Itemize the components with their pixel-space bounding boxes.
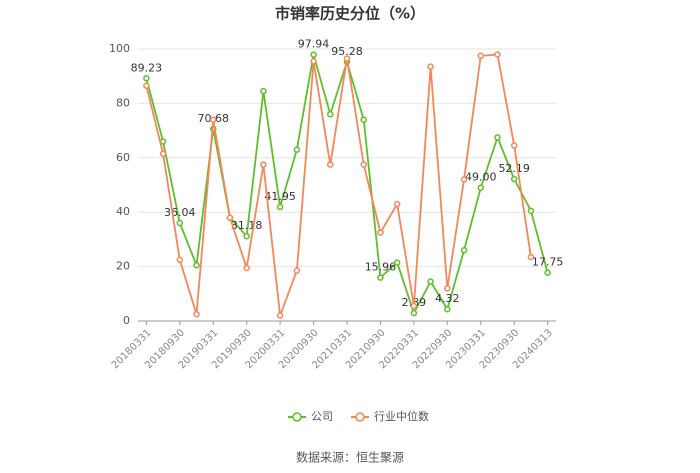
legend-marker bbox=[292, 412, 302, 422]
source: 数据来源：恒生聚源 bbox=[296, 450, 404, 465]
point bbox=[260, 161, 267, 168]
point bbox=[209, 116, 217, 123]
y-tick-label: 0 bbox=[123, 314, 130, 327]
point bbox=[310, 51, 317, 58]
series-line bbox=[145, 53, 532, 316]
value-label: 17.75 bbox=[532, 256, 564, 269]
y-tick-label: 60 bbox=[116, 151, 130, 164]
point bbox=[327, 161, 334, 168]
point bbox=[276, 312, 284, 319]
point bbox=[243, 264, 250, 272]
point bbox=[477, 184, 485, 191]
point bbox=[243, 232, 250, 240]
point bbox=[527, 207, 535, 215]
point bbox=[143, 75, 150, 82]
point bbox=[293, 146, 301, 153]
point bbox=[427, 63, 434, 70]
point bbox=[410, 309, 418, 317]
point bbox=[176, 219, 184, 227]
y-tick-label: 20 bbox=[116, 260, 130, 273]
legend-label: 公司 bbox=[311, 410, 333, 423]
point bbox=[143, 82, 150, 89]
y-tick-label: 80 bbox=[116, 96, 130, 109]
point bbox=[510, 142, 518, 149]
point bbox=[260, 87, 267, 95]
point bbox=[510, 175, 518, 183]
value-label: 41.95 bbox=[264, 190, 296, 203]
value-label: 52.19 bbox=[498, 162, 530, 175]
point bbox=[327, 111, 334, 118]
value-label: 95.28 bbox=[331, 45, 363, 58]
point bbox=[544, 269, 551, 276]
point bbox=[494, 51, 501, 58]
value-label: 36.04 bbox=[164, 206, 196, 219]
point bbox=[410, 302, 418, 310]
y-tick-label: 40 bbox=[116, 205, 130, 218]
point bbox=[176, 256, 184, 264]
value-label: 4.32 bbox=[435, 292, 460, 305]
point bbox=[310, 57, 317, 65]
legend-marker bbox=[355, 412, 365, 422]
value-label: 89.23 bbox=[131, 61, 163, 74]
point bbox=[427, 278, 434, 285]
value-label: 97.94 bbox=[298, 38, 330, 51]
series-line bbox=[145, 54, 549, 316]
point bbox=[393, 200, 401, 208]
value-label: 49.00 bbox=[465, 171, 497, 184]
point bbox=[477, 52, 485, 60]
point bbox=[444, 285, 451, 292]
point bbox=[360, 116, 367, 123]
point bbox=[293, 267, 301, 274]
point bbox=[159, 150, 167, 157]
y-tick-label: 100 bbox=[109, 42, 130, 55]
point bbox=[460, 247, 468, 254]
point bbox=[494, 134, 501, 141]
point bbox=[226, 214, 234, 221]
point bbox=[276, 203, 284, 211]
point bbox=[343, 55, 351, 62]
point bbox=[527, 253, 535, 261]
point bbox=[377, 229, 384, 236]
point bbox=[444, 305, 451, 313]
legend-label: 行业中位数 bbox=[374, 409, 429, 423]
point bbox=[193, 310, 200, 318]
point bbox=[460, 176, 468, 183]
point bbox=[193, 261, 200, 269]
value-label: 15.96 bbox=[365, 261, 397, 274]
chart-title: 市销率历史分位（%） bbox=[275, 5, 425, 23]
point bbox=[360, 161, 367, 168]
value-label: 31.18 bbox=[231, 219, 263, 232]
point bbox=[393, 259, 401, 266]
point bbox=[377, 274, 384, 281]
